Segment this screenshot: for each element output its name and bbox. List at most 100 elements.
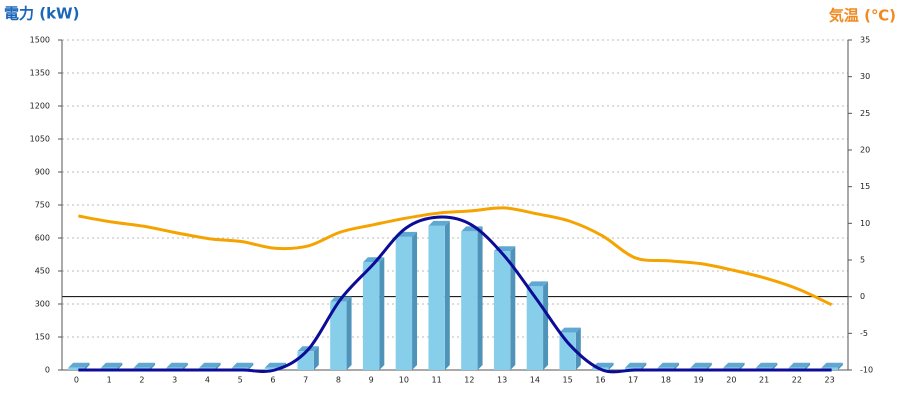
bar-side	[117, 362, 123, 370]
bar-front	[559, 332, 576, 370]
bar	[526, 281, 549, 370]
bar-side	[510, 246, 516, 370]
bar-side	[313, 346, 319, 370]
x-tick-label: 13	[497, 376, 507, 385]
y2-tick-label: 20	[860, 146, 870, 155]
bar-top	[690, 362, 712, 368]
x-tick-label: 7	[303, 376, 308, 385]
bar	[362, 257, 385, 370]
y2-tick-label: 35	[860, 36, 870, 45]
bar	[428, 220, 450, 370]
bar-top	[68, 362, 90, 368]
x-tick-label: 22	[792, 376, 802, 385]
bar-top	[100, 362, 123, 368]
y2-tick-label: 0	[860, 292, 865, 301]
bar-side	[608, 362, 614, 370]
bar-side	[837, 362, 843, 370]
y2-tick-label: 30	[860, 72, 870, 81]
y2-tick-label: 15	[860, 182, 870, 191]
y2-axis-title: 気温 (℃)	[829, 7, 896, 25]
bar-top	[624, 362, 647, 368]
x-tick-label: 11	[432, 376, 442, 385]
bar-side	[444, 220, 450, 370]
bar-front	[362, 262, 380, 370]
bar-side	[150, 362, 156, 370]
bar-side	[772, 362, 778, 370]
line	[78, 215, 832, 374]
bar-front	[461, 231, 478, 370]
bar	[395, 231, 418, 370]
x-tick-label: 1	[107, 376, 112, 385]
x-tick-label: 21	[759, 376, 769, 385]
bar-front	[428, 225, 445, 370]
x-tick-label: 23	[825, 376, 835, 385]
bar-side	[543, 281, 549, 370]
x-tick-label: 5	[238, 376, 243, 385]
bar-top	[526, 281, 549, 287]
bar-side	[215, 362, 221, 370]
y-tick-label: 1350	[30, 69, 50, 78]
x-tick-label: 8	[336, 376, 341, 385]
bar-side	[379, 257, 385, 370]
y-axis-title: 電力 (kW)	[4, 5, 79, 23]
y-tick-label: 900	[35, 168, 50, 177]
y2-tick-label: -10	[860, 366, 873, 375]
x-tick-label: 16	[595, 376, 605, 385]
bar-top	[788, 362, 811, 368]
y2-tick-label: 10	[860, 219, 870, 228]
x-tick-label: 2	[139, 376, 144, 385]
x-tick-label: 14	[530, 376, 540, 385]
bar-front	[493, 251, 511, 370]
x-tick-label: 15	[563, 376, 573, 385]
bar-side	[739, 362, 745, 370]
bar-side	[674, 362, 680, 370]
x-tick-label: 12	[464, 376, 474, 385]
y-tick-label: 1200	[30, 102, 50, 111]
bar-front	[330, 301, 347, 370]
y-tick-label: 1500	[30, 36, 50, 45]
bar-side	[477, 226, 483, 370]
y2-tick-label: 25	[860, 109, 870, 118]
y-tick-label: 0	[45, 366, 50, 375]
x-tick-label: 4	[205, 376, 210, 385]
bar-front	[264, 367, 282, 370]
bar-front	[395, 236, 413, 370]
bar-side	[412, 231, 418, 370]
y2-tick-label: 5	[860, 256, 865, 265]
x-tick-label: 10	[399, 376, 409, 385]
bar-side	[575, 327, 581, 370]
bar-top	[821, 362, 843, 368]
bar-top	[657, 362, 680, 368]
y2-tick-label: -5	[860, 329, 868, 338]
bar	[461, 226, 483, 370]
bar	[68, 362, 90, 370]
bar-side	[182, 362, 188, 370]
bar-side	[706, 362, 712, 370]
x-tick-label: 0	[74, 376, 79, 385]
bar-side	[248, 362, 254, 370]
x-tick-label: 6	[270, 376, 275, 385]
y-tick-label: 450	[35, 267, 50, 276]
bar-top	[559, 327, 581, 333]
bar-top	[428, 220, 450, 226]
bar-front	[68, 367, 85, 370]
bar-top	[755, 362, 778, 368]
x-tick-label: 9	[369, 376, 374, 385]
bar-top	[231, 362, 254, 368]
y-tick-label: 1050	[30, 135, 50, 144]
bar	[493, 246, 516, 370]
y-tick-label: 300	[35, 300, 50, 309]
x-tick-label: 3	[172, 376, 177, 385]
x-tick-label: 20	[726, 376, 736, 385]
x-tick-label: 17	[628, 376, 638, 385]
y-tick-label: 750	[35, 201, 50, 210]
bar-side	[641, 362, 647, 370]
bar-front	[526, 286, 544, 370]
bar-top	[723, 362, 745, 368]
line	[78, 206, 833, 307]
bar-side	[84, 362, 90, 370]
bar-side	[805, 362, 811, 370]
bar-top	[133, 362, 156, 368]
bar-top	[199, 362, 221, 368]
